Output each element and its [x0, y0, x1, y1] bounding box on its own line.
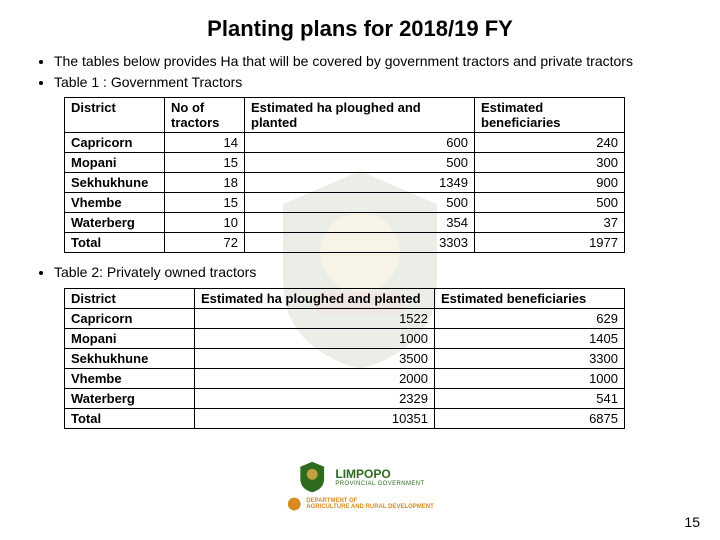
footer-logo-block: LIMPOPO PROVINCIAL GOVERNMENT DEPARTMENT… [286, 460, 434, 512]
table-row: Vhembe20001000 [65, 368, 625, 388]
col-beneficiaries: Estimated beneficiaries [475, 98, 625, 133]
table-row: Capricorn14600240 [65, 133, 625, 153]
coat-of-arms-icon [295, 460, 329, 494]
table-private-tractors: District Estimated ha ploughed and plant… [64, 288, 625, 429]
table-row: Mopani10001405 [65, 328, 625, 348]
col-beneficiaries: Estimated beneficiaries [435, 288, 625, 308]
col-district: District [65, 98, 165, 133]
table-row: Sekhukhune35003300 [65, 348, 625, 368]
department-icon [286, 496, 302, 512]
logo-text-top: LIMPOPO [335, 467, 424, 481]
table-row-total: Total103516875 [65, 408, 625, 428]
dept-line2: AGRICULTURE AND RURAL DEVELOPMENT [306, 504, 434, 510]
table-row: Sekhukhune181349900 [65, 173, 625, 193]
table-header-row: District Estimated ha ploughed and plant… [65, 288, 625, 308]
page-number: 15 [684, 514, 700, 530]
intro-text: The tables below provides Ha that will b… [54, 52, 692, 70]
col-district: District [65, 288, 195, 308]
col-ha-ploughed: Estimated ha ploughed and planted [245, 98, 475, 133]
logo-text-mid: PROVINCIAL GOVERNMENT [335, 481, 424, 487]
table-header-row: District No of tractors Estimated ha plo… [65, 98, 625, 133]
page-title: Planting plans for 2018/19 FY [28, 16, 692, 42]
table-row: Waterberg1035437 [65, 213, 625, 233]
table-row: Waterberg2329541 [65, 388, 625, 408]
col-ha-ploughed: Estimated ha ploughed and planted [195, 288, 435, 308]
col-tractors: No of tractors [165, 98, 245, 133]
table2-caption: Table 2: Privately owned tractors [54, 263, 692, 281]
table-row: Vhembe15500500 [65, 193, 625, 213]
table-row-total: Total7233031977 [65, 233, 625, 253]
table-row: Mopani15500300 [65, 153, 625, 173]
table1-caption: Table 1 : Government Tractors [54, 73, 692, 91]
table-row: Capricorn1522629 [65, 308, 625, 328]
table-government-tractors: District No of tractors Estimated ha plo… [64, 97, 625, 253]
